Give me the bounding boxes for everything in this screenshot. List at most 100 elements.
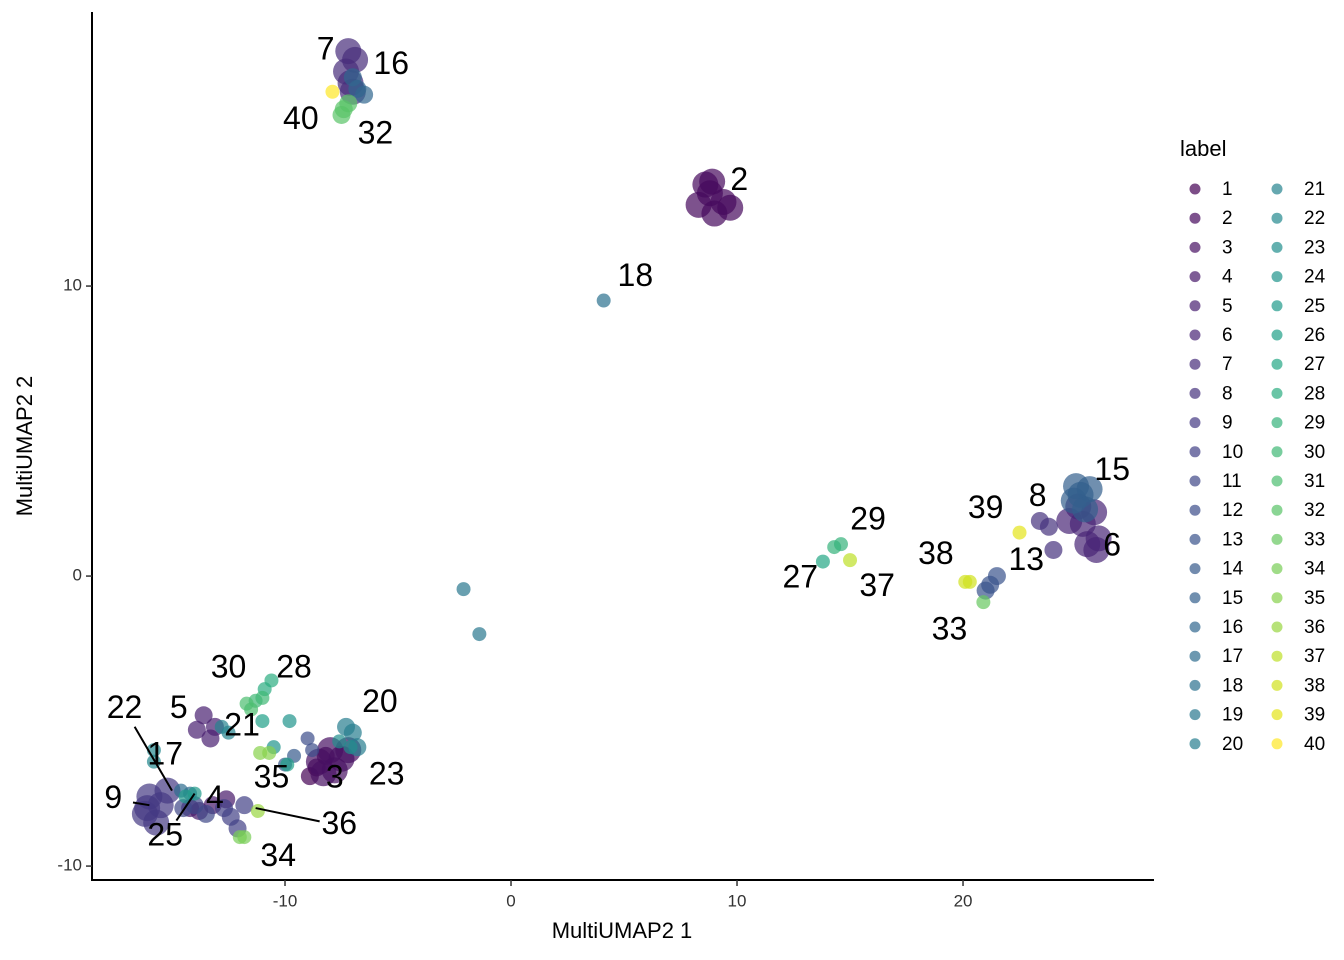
legend-key	[1271, 533, 1283, 545]
legend-label: 8	[1222, 383, 1233, 404]
legend-label: 7	[1222, 354, 1233, 375]
cluster-label: 32	[358, 115, 394, 151]
legend-key	[1189, 271, 1201, 283]
cluster-label: 29	[850, 500, 886, 536]
point	[239, 696, 254, 711]
cluster-label: 18	[618, 257, 654, 293]
legend-label: 32	[1304, 500, 1325, 521]
legend-title: label	[1180, 136, 1226, 161]
point	[1083, 536, 1110, 563]
cluster-label: 36	[321, 805, 357, 841]
cluster-label: 8	[1029, 477, 1047, 513]
cluster-label: 6	[1103, 527, 1121, 563]
cluster-label: 20	[362, 683, 398, 719]
point	[262, 745, 277, 760]
point	[305, 743, 320, 758]
point	[717, 194, 744, 221]
legend-label: 31	[1304, 471, 1325, 492]
cluster-label: 13	[1009, 541, 1045, 577]
cluster-label: 2	[730, 161, 748, 197]
legend-key	[1189, 504, 1201, 516]
legend-key	[1271, 650, 1283, 662]
point	[282, 714, 297, 729]
legend-key	[1189, 300, 1201, 312]
legend-label: 15	[1222, 588, 1243, 609]
point	[1072, 496, 1099, 523]
legend-key	[1271, 709, 1283, 721]
point	[134, 795, 161, 822]
cluster-label: 4	[206, 779, 224, 815]
point	[280, 757, 295, 772]
cluster-label: 28	[276, 648, 312, 684]
legend-label: 6	[1222, 325, 1233, 346]
x-tick-label: 0	[506, 891, 515, 910]
legend-key	[1271, 183, 1283, 195]
legend-label: 20	[1222, 734, 1243, 755]
cluster-label: 17	[147, 735, 183, 771]
point	[987, 567, 1006, 586]
legend-label: 13	[1222, 529, 1243, 550]
point	[343, 68, 362, 87]
leader-line	[255, 807, 320, 823]
legend-label: 35	[1304, 588, 1325, 609]
y-tick-label: 10	[63, 276, 82, 295]
legend-label: 37	[1304, 646, 1325, 667]
legend-key	[1189, 212, 1201, 224]
legend-label: 26	[1304, 325, 1325, 346]
point	[214, 799, 233, 818]
legend-key	[1271, 679, 1283, 691]
x-axis-title: MultiUMAP2 1	[552, 918, 693, 943]
legend-key	[1189, 592, 1201, 604]
point	[235, 796, 254, 815]
legend-label: 11	[1222, 471, 1242, 492]
legend-label: 40	[1304, 734, 1325, 755]
legend-label: 19	[1222, 705, 1243, 726]
legend-key	[1271, 271, 1283, 283]
legend-key	[1189, 738, 1201, 750]
legend-key	[1271, 446, 1283, 458]
legend-key	[1189, 446, 1201, 458]
cluster-label: 27	[783, 558, 819, 594]
cluster-label: 9	[104, 779, 122, 815]
cluster-label: 34	[260, 837, 296, 873]
point	[300, 731, 315, 746]
cluster-label: 38	[918, 535, 954, 571]
point	[332, 734, 347, 749]
point	[221, 725, 236, 740]
legend-label: 14	[1222, 559, 1244, 580]
legend-label: 23	[1304, 237, 1325, 258]
legend-key	[1271, 475, 1283, 487]
legend-label: 2	[1222, 208, 1233, 229]
y-tick-label: -10	[57, 856, 82, 875]
legend-key	[1189, 387, 1201, 399]
point	[187, 720, 206, 739]
legend-label: 18	[1222, 675, 1243, 696]
point	[815, 554, 830, 569]
leader-line	[132, 801, 150, 807]
point	[325, 84, 340, 99]
point	[596, 293, 611, 308]
points-layer	[131, 38, 1112, 845]
cluster-label: 21	[224, 706, 260, 742]
legend-key	[1189, 621, 1201, 633]
point	[332, 105, 351, 124]
point	[250, 803, 265, 818]
cluster-label: 7	[317, 31, 335, 67]
cluster-label: 33	[932, 611, 968, 647]
legend-label: 33	[1304, 529, 1325, 550]
legend-key	[1189, 358, 1201, 370]
legend-label: 4	[1222, 267, 1233, 288]
legend-key	[1271, 621, 1283, 633]
point	[255, 714, 270, 729]
legend-key	[1271, 358, 1283, 370]
legend-label: 29	[1304, 413, 1325, 434]
x-tick-label: 10	[728, 891, 747, 910]
legend-label: 25	[1304, 296, 1325, 317]
point	[343, 740, 358, 755]
legend-key	[1271, 563, 1283, 575]
legend-key	[1189, 417, 1201, 429]
legend-key	[1271, 212, 1283, 224]
legend-key	[1189, 679, 1201, 691]
legend-key	[1189, 563, 1201, 575]
leader-line	[133, 726, 173, 792]
